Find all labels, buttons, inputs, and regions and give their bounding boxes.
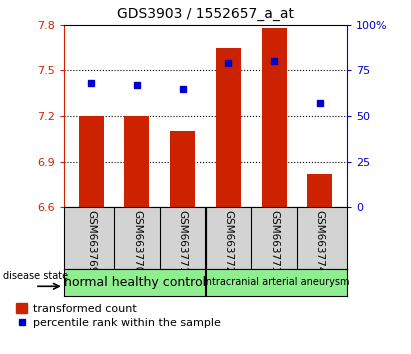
Legend: transformed count, percentile rank within the sample: transformed count, percentile rank withi… bbox=[14, 301, 223, 330]
Text: GSM663771: GSM663771 bbox=[178, 210, 188, 274]
Text: GSM663769: GSM663769 bbox=[86, 210, 96, 274]
Text: GSM663774: GSM663774 bbox=[315, 210, 325, 274]
Bar bbox=[79, 116, 104, 207]
Text: disease state: disease state bbox=[3, 272, 68, 281]
Bar bbox=[307, 174, 332, 207]
Text: GSM663772: GSM663772 bbox=[223, 210, 233, 274]
Bar bbox=[216, 47, 241, 207]
Text: GSM663770: GSM663770 bbox=[132, 210, 142, 273]
Text: normal healthy control: normal healthy control bbox=[64, 276, 206, 289]
Bar bbox=[261, 28, 287, 207]
Title: GDS3903 / 1552657_a_at: GDS3903 / 1552657_a_at bbox=[117, 7, 294, 21]
Bar bbox=[170, 131, 195, 207]
Text: intracranial arterial aneurysm: intracranial arterial aneurysm bbox=[203, 277, 350, 287]
Text: GSM663773: GSM663773 bbox=[269, 210, 279, 274]
Bar bbox=[124, 116, 150, 207]
